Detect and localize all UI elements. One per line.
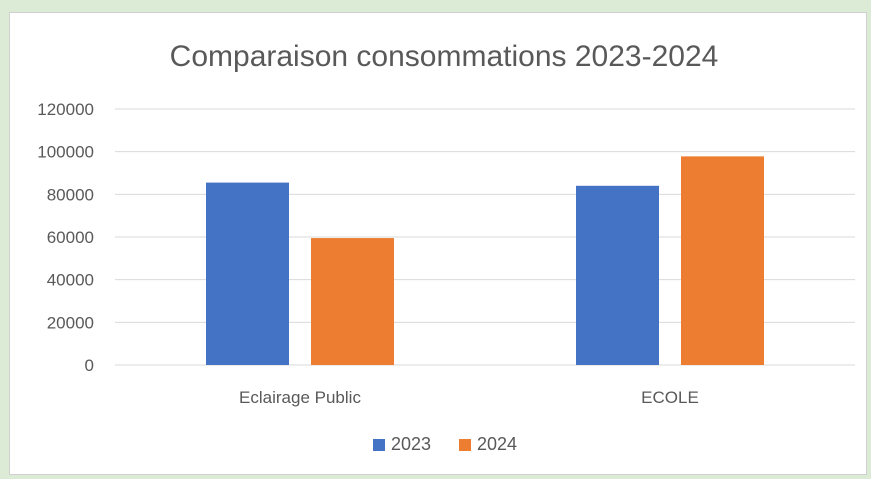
bar-2024	[681, 156, 764, 365]
legend-label: 2024	[477, 434, 517, 454]
y-tick-label: 80000	[47, 185, 94, 204]
y-tick-label: 0	[85, 356, 94, 375]
bar-2023	[576, 185, 659, 365]
y-tick-label: 120000	[37, 100, 94, 119]
bar-2023	[206, 182, 289, 365]
chart-title: Comparaison consommations 2023-2024	[170, 40, 719, 73]
legend: 2023 2024	[373, 434, 517, 454]
legend-swatch-2024	[459, 439, 471, 451]
y-tick-label: 40000	[47, 271, 94, 290]
y-tick-label: 60000	[47, 228, 94, 247]
x-axis-categories: Eclairage Public ECOLE	[239, 388, 699, 407]
y-tick-label: 100000	[37, 143, 94, 162]
y-axis-ticks: 0 20000 40000 60000 80000 100000 120000	[37, 100, 94, 375]
bars	[206, 156, 764, 365]
x-category-label: Eclairage Public	[239, 388, 361, 407]
legend-swatch-2023	[373, 439, 385, 451]
x-category-label: ECOLE	[641, 388, 699, 407]
legend-label: 2023	[391, 434, 431, 454]
y-tick-label: 20000	[47, 313, 94, 332]
bar-2024	[311, 238, 394, 365]
